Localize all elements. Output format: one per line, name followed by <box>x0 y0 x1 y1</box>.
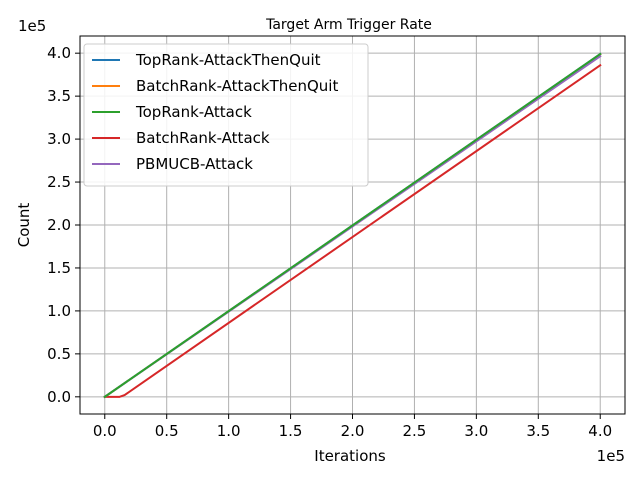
legend-entry: BatchRank-AttackThenQuit <box>136 77 338 95</box>
legend-entry: BatchRank-Attack <box>136 129 270 147</box>
legend-box <box>83 43 369 187</box>
x-axis-ticks: 0.0 0.5 1.0 1.5 2.0 2.5 3.0 3.5 4.0 <box>93 414 612 440</box>
x-tick-label: 1.5 <box>279 422 303 440</box>
y-tick-label: 3.0 <box>47 130 71 148</box>
series-line-toprank-attack <box>103 52 602 399</box>
x-axis-offset: 1e5 <box>597 447 625 465</box>
legend-entry: TopRank-AttackThenQuit <box>135 51 321 69</box>
y-tick-label: 1.0 <box>47 302 71 320</box>
legend-entry: TopRank-Attack <box>135 103 252 121</box>
x-tick-label: 4.0 <box>588 422 612 440</box>
y-axis-offset: 1e5 <box>18 17 46 35</box>
legend: TopRank-AttackThenQuit BatchRank-AttackTh… <box>83 43 369 187</box>
y-tick-label: 2.0 <box>47 216 71 234</box>
y-tick-label: 2.5 <box>47 173 71 191</box>
y-axis-ticks: 0.0 0.5 1.0 1.5 2.0 2.5 3.0 3.5 4.0 <box>47 44 80 406</box>
y-tick-label: 1.5 <box>47 259 71 277</box>
y-tick-label: 4.0 <box>47 44 71 62</box>
y-axis-label: Count <box>15 203 33 248</box>
x-tick-label: 0.5 <box>155 422 179 440</box>
x-tick-label: 1.0 <box>217 422 241 440</box>
x-tick-label: 3.0 <box>464 422 488 440</box>
y-tick-label: 0.5 <box>47 345 71 363</box>
x-tick-label: 3.5 <box>526 422 550 440</box>
x-tick-label: 0.0 <box>93 422 117 440</box>
x-tick-label: 2.0 <box>341 422 365 440</box>
x-axis-label: Iterations <box>314 447 386 465</box>
x-tick-label: 2.5 <box>403 422 427 440</box>
series-lines <box>103 52 602 399</box>
legend-entry: PBMUCB-Attack <box>136 155 253 173</box>
y-tick-label: 0.0 <box>47 388 71 406</box>
chart-title: Target Arm Trigger Rate <box>265 17 432 33</box>
y-tick-label: 3.5 <box>47 87 71 105</box>
series-line-batchrank-attack <box>103 63 602 398</box>
